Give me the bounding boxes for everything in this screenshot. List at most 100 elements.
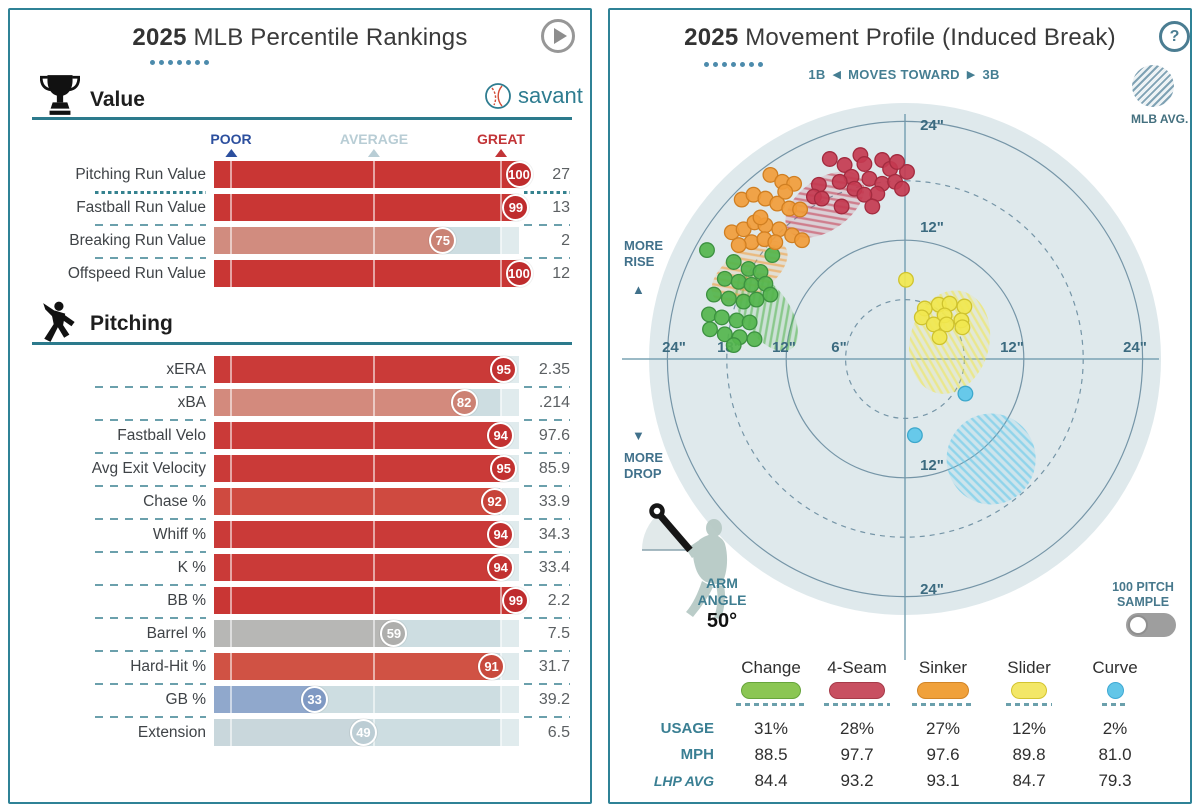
rise-arrow-icon: ▲: [632, 282, 645, 297]
percentile-bar-track: 95: [214, 455, 519, 482]
percentile-badge: 94: [487, 521, 515, 548]
percentile-bar-fill: [214, 455, 504, 482]
percentile-bar-fill: [214, 389, 465, 416]
row-label: GB %: [165, 691, 206, 708]
section-header-pitching: Pitching: [32, 301, 572, 350]
row-label: Fastball Velo: [117, 427, 206, 444]
percentile-row[interactable]: xERA 95 2.35: [10, 356, 576, 389]
dot-icon: [713, 62, 718, 67]
row-label: Offspeed Run Value: [67, 265, 206, 282]
table-value: 27%: [925, 719, 961, 738]
bar-gridline: [373, 227, 376, 254]
pitch-swatch-cell: [728, 682, 814, 716]
ring-tick-label: 24": [920, 581, 944, 598]
ring-tick-label: 12": [1000, 339, 1024, 356]
play-button[interactable]: [541, 19, 575, 53]
help-button[interactable]: ?: [1159, 21, 1190, 52]
percentile-row[interactable]: Hard-Hit % 91 31.7: [10, 653, 576, 686]
percentile-row[interactable]: Offspeed Run Value 100 12: [10, 260, 576, 293]
dot-icon: [204, 60, 209, 65]
ring-tick-label: 24": [920, 117, 944, 134]
pitch-sample-toggle[interactable]: [1126, 613, 1176, 637]
pitch-dot-4-seam: [889, 154, 906, 170]
percentile-bar-track: 49: [214, 719, 519, 746]
bar-gridline: [499, 686, 502, 713]
pitch-dot-sinker: [769, 195, 786, 212]
ring-tick-label: 18": [717, 339, 741, 356]
percentile-row[interactable]: Fastball Velo 94 97.6: [10, 422, 576, 455]
pitch-dot-4-seam: [864, 198, 881, 215]
pitch-dot-change: [762, 286, 779, 303]
row-separator: [95, 650, 206, 652]
pitch-name-header: Sinker: [918, 658, 968, 677]
bar-gridline: [499, 260, 502, 287]
savant-logo: savant: [484, 82, 583, 110]
title-year: 2025: [684, 24, 739, 51]
pitch-name-header: 4-Seam: [827, 658, 887, 677]
pitch-dot-slider: [953, 312, 970, 329]
bar-gridline: [229, 161, 232, 188]
row-separator: [524, 650, 570, 652]
dot-icon: [704, 62, 709, 67]
percentile-row[interactable]: Barrel % 59 7.5: [10, 620, 576, 653]
percentile-rankings-panel: 2025 MLB Percentile Rankings Value savan…: [8, 8, 592, 804]
pitch-dot-change: [748, 291, 765, 308]
bar-gridline: [373, 161, 376, 188]
pitch-dot-slider: [936, 307, 953, 324]
percentile-row[interactable]: GB % 33 39.2: [10, 686, 576, 719]
percentile-badge: 100: [505, 260, 533, 287]
ring-12in: [785, 239, 1025, 479]
percentile-bar-fill: [214, 719, 364, 746]
percentile-row[interactable]: Breaking Run Value 75 2: [10, 227, 576, 260]
pitch-dot-slider: [898, 271, 914, 288]
percentile-row[interactable]: K % 94 33.4: [10, 554, 576, 587]
row-separator: [95, 584, 206, 586]
percentile-row[interactable]: Pitching Run Value 100 27: [10, 161, 576, 194]
percentile-row[interactable]: Extension 49 6.5: [10, 719, 576, 752]
more-drop-label: MORE DROP: [624, 450, 663, 481]
percentile-row[interactable]: BB % 99 2.2: [10, 587, 576, 620]
arrow-right-icon: ▶: [966, 69, 976, 81]
row-label: Extension: [137, 724, 206, 741]
row-separator: [524, 224, 570, 226]
dot-icon: [186, 60, 191, 65]
bar-gridline: [499, 587, 502, 614]
savant-wordmark: savant: [518, 83, 583, 108]
percentile-row[interactable]: Fastball Run Value 99 13: [10, 194, 576, 227]
percentile-bar-track: 100: [214, 161, 533, 188]
ring-tick-label: 24": [662, 339, 686, 356]
pitch-dot-change: [716, 326, 733, 343]
stat-value: 97.6: [538, 427, 570, 444]
percentile-badge: 82: [450, 389, 478, 416]
bar-gridline: [499, 620, 502, 647]
percentile-badge: 92: [481, 488, 509, 515]
percentile-bar-track: 91: [214, 653, 519, 680]
percentile-badge: 95: [490, 455, 518, 482]
pitch-dot-sinker: [767, 234, 784, 251]
percentile-row[interactable]: Whiff % 94 34.3: [10, 521, 576, 554]
percentile-row[interactable]: Avg Exit Velocity 95 85.9: [10, 455, 576, 488]
pitch-dot-change: [725, 254, 742, 270]
percentile-row[interactable]: xBA 82 .214: [10, 389, 576, 422]
pitcher-silhouette: [686, 519, 728, 619]
row-separator: [524, 518, 570, 520]
dot-icon: [731, 62, 736, 67]
scale-poor: POOR: [210, 131, 252, 157]
percentile-bar-track: 59: [214, 620, 519, 647]
stat-value: 27: [552, 166, 570, 183]
table-value: 93.2: [840, 771, 874, 790]
row-label: Hard-Hit %: [130, 658, 206, 675]
bar-gridline: [229, 389, 232, 416]
bar-gridline: [499, 194, 502, 221]
arm-angle-line: [656, 511, 693, 553]
pitch-dot-4-seam: [894, 180, 910, 197]
pitch-dot-sinker: [794, 232, 810, 249]
table-value: 28%: [839, 719, 875, 738]
row-label: Chase %: [143, 493, 206, 510]
moves-toward-label: MOVES TOWARD: [848, 67, 960, 82]
row-separator: [95, 419, 206, 421]
arrow-left-icon: ◀: [832, 69, 842, 81]
percentile-row[interactable]: Chase % 92 33.9: [10, 488, 576, 521]
dot-icon: [758, 62, 763, 67]
arm-angle-value: 50°: [706, 610, 738, 632]
